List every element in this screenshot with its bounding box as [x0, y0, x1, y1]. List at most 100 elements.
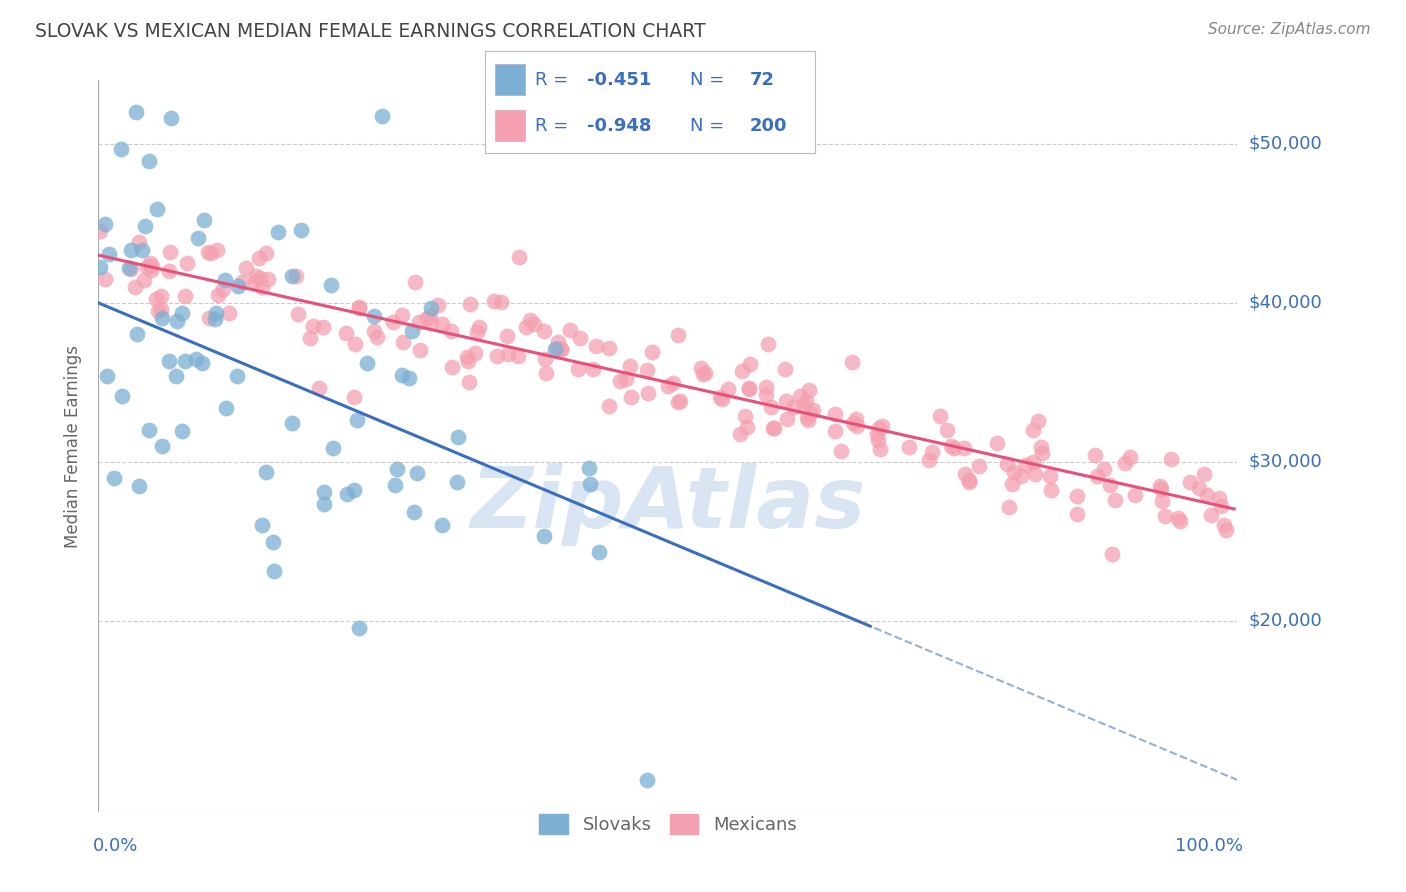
Point [193, 212, 215, 227]
Point [967, 459, 990, 474]
Text: 72: 72 [749, 70, 775, 88]
Point [446, 475, 468, 489]
Point [830, 443, 852, 458]
Point [457, 376, 479, 390]
Point [138, 423, 160, 437]
Point [1066, 489, 1088, 503]
Point [588, 545, 610, 559]
Point [103, 471, 125, 485]
Point [550, 343, 572, 357]
Point [921, 445, 943, 459]
Point [249, 271, 271, 285]
Point [214, 401, 236, 415]
Point [534, 352, 557, 367]
Point [1066, 507, 1088, 521]
Point [391, 368, 413, 383]
Point [347, 301, 370, 316]
Point [335, 326, 357, 340]
Point [1010, 468, 1032, 483]
Point [370, 109, 392, 123]
Point [111, 389, 134, 403]
Point [799, 406, 821, 420]
Point [866, 426, 889, 441]
Point [159, 111, 181, 125]
Point [197, 244, 219, 259]
Point [1118, 450, 1140, 464]
Point [942, 441, 965, 455]
Point [775, 393, 797, 408]
Point [391, 308, 413, 322]
Point [342, 483, 364, 497]
Point [408, 315, 430, 329]
Point [737, 420, 759, 434]
Point [986, 436, 1008, 450]
Point [226, 278, 249, 293]
Point [384, 477, 406, 491]
Point [558, 323, 581, 337]
Text: ZipAtlas: ZipAtlas [470, 463, 866, 546]
Point [690, 361, 713, 376]
Point [1085, 469, 1108, 483]
Point [711, 392, 734, 406]
Point [205, 244, 228, 258]
Point [198, 310, 221, 325]
Point [717, 382, 740, 396]
Point [287, 307, 309, 321]
Point [1178, 475, 1201, 489]
Point [482, 294, 505, 309]
Y-axis label: Median Female Earnings: Median Female Earnings [65, 344, 83, 548]
Point [486, 349, 509, 363]
Point [533, 529, 555, 543]
Point [1022, 455, 1045, 469]
Point [420, 301, 443, 315]
Point [401, 325, 423, 339]
Point [254, 465, 277, 479]
Point [128, 479, 150, 493]
Point [799, 383, 821, 397]
Point [314, 485, 336, 500]
Point [404, 276, 426, 290]
Point [391, 335, 413, 350]
Point [457, 354, 479, 368]
Bar [495, 64, 524, 95]
Point [89, 260, 111, 274]
Point [1031, 445, 1053, 459]
Point [141, 259, 163, 273]
Point [1101, 547, 1123, 561]
Point [508, 350, 530, 364]
Point [995, 457, 1018, 471]
Point [728, 427, 751, 442]
Point [782, 400, 804, 414]
Point [523, 317, 546, 331]
Point [366, 330, 388, 344]
Point [138, 154, 160, 169]
Point [763, 421, 786, 435]
Point [734, 409, 756, 423]
Point [312, 497, 335, 511]
Point [619, 359, 641, 373]
Point [336, 487, 359, 501]
Point [616, 372, 638, 386]
Point [845, 412, 868, 426]
Point [546, 341, 568, 355]
Point [1024, 467, 1046, 482]
Point [117, 260, 139, 275]
Point [845, 418, 868, 433]
Point [567, 361, 589, 376]
Point [186, 352, 208, 367]
Point [139, 256, 162, 270]
Point [869, 442, 891, 456]
Point [343, 390, 366, 404]
Point [1001, 476, 1024, 491]
Text: SLOVAK VS MEXICAN MEDIAN FEMALE EARNINGS CORRELATION CHART: SLOVAK VS MEXICAN MEDIAN FEMALE EARNINGS… [35, 22, 706, 41]
Point [776, 411, 799, 425]
Point [796, 409, 818, 424]
Point [321, 277, 343, 292]
Point [866, 433, 889, 447]
Point [1150, 493, 1173, 508]
Point [666, 394, 689, 409]
Point [1092, 461, 1115, 475]
Point [190, 356, 212, 370]
Point [824, 424, 846, 438]
Point [579, 476, 602, 491]
